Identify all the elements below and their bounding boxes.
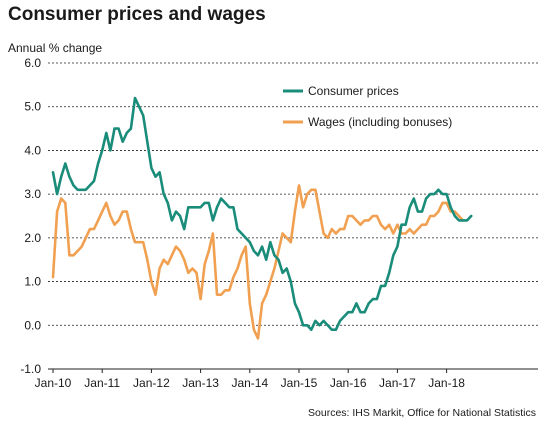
source-note: Sources: IHS Markit, Office for National… (308, 407, 536, 419)
chart-title: Consumer prices and wages (8, 4, 266, 25)
y-axis-label: Annual % change (8, 41, 102, 55)
x-tick-label: Jan-18 (428, 376, 465, 390)
x-tick-label: Jan-16 (330, 376, 367, 390)
x-tick-label: Jan-13 (182, 376, 219, 390)
y-tick-label: 0.0 (24, 318, 41, 332)
series-lines (51, 96, 473, 340)
legend-label-wages: Wages (including bonuses) (308, 115, 452, 129)
y-tick-label: 1.0 (24, 275, 41, 289)
y-tick-label: 2.0 (24, 231, 41, 245)
x-tick-label: Jan-11 (84, 376, 120, 390)
legend-label-consumer-prices: Consumer prices (308, 84, 399, 98)
y-tick-label: 6.0 (24, 56, 41, 70)
y-tick-label: 5.0 (24, 100, 41, 114)
y-tick-label: 4.0 (24, 143, 41, 157)
y-tick-label: -1.0 (20, 362, 41, 376)
y-axis-ticks: 6.0 5.0 4.0 3.0 2.0 1.0 0.0 -1.0 (20, 56, 41, 376)
x-tick-label: Jan-10 (35, 376, 72, 390)
y-tick-label: 3.0 (24, 187, 41, 201)
x-axis: Jan-10 Jan-11 Jan-12 Jan-13 Jan-14 Jan-15 Jan-… (35, 368, 538, 390)
x-tick-label: Jan-14 (231, 376, 268, 390)
series-line-wages (51, 184, 465, 340)
x-tick-label: Jan-12 (133, 376, 170, 390)
x-tick-label: Jan-15 (281, 376, 318, 390)
x-tick-label: Jan-17 (379, 376, 416, 390)
legend: Consumer prices Wages (including bonuses… (283, 84, 452, 129)
series-line-consumer-prices (51, 96, 473, 331)
